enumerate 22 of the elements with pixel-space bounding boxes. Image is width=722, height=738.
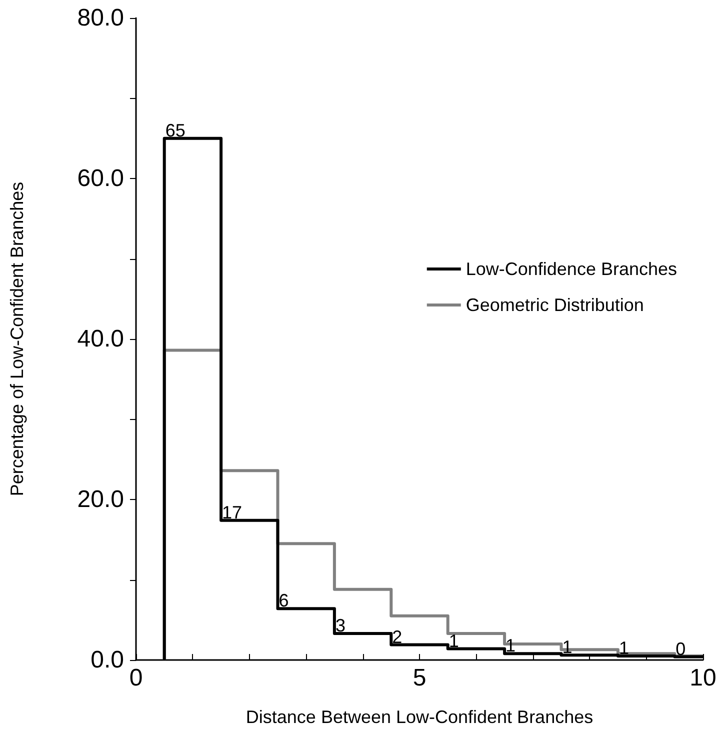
data-label: 17 [222,502,242,522]
data-label: 0 [676,638,686,659]
x-tick-label: 10 [690,664,716,692]
y-tick-label: 40.0 [77,326,124,352]
y-tick-label: 80.0 [77,4,124,32]
data-label: 1 [448,630,459,651]
x-tick-label: 0 [129,664,143,692]
data-label: 1 [562,637,572,658]
data-label: 6 [278,590,289,611]
data-label: 2 [392,626,402,647]
x-tick-label: 5 [412,664,426,692]
data-label: 1 [618,638,629,658]
y-axis-title: Percentage of Low-Confident Branches [7,182,27,496]
y-tick-label: 0.0 [90,646,124,674]
y-tick-label: 60.0 [77,165,124,192]
x-axis-title: Distance Between Low-Confident Branches [246,707,594,727]
data-label: 65 [165,120,186,140]
data-label: 3 [335,616,346,636]
legend-label: Geometric Distribution [466,295,644,315]
legend-label: Low-Confidence Branches [466,259,678,279]
y-tick-label: 20.0 [77,486,124,513]
data-label: 1 [506,636,516,656]
